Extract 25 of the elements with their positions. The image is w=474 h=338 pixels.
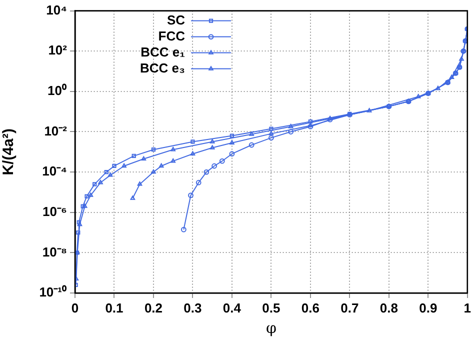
x-tick-label: 0.8 <box>380 300 398 316</box>
x-axis-title: φ <box>266 318 276 337</box>
x-tick-label: 0.2 <box>144 300 163 316</box>
x-tick-label: 1 <box>464 300 471 316</box>
legend-label: SC <box>166 12 186 28</box>
legend-label: BCC e₃ <box>140 60 185 76</box>
x-tick-label: 0.4 <box>222 300 242 316</box>
legend-label: BCC e₁ <box>140 44 185 60</box>
y-tick-label: 10⁻⁸ <box>42 244 67 260</box>
x-tick-label: 0.3 <box>184 300 202 316</box>
y-tick-label: 10² <box>48 42 68 58</box>
y-axis-title: K/(4a²) <box>0 128 18 176</box>
x-tick-label: 0.6 <box>301 300 320 316</box>
x-tick-label: 0.1 <box>105 300 124 316</box>
y-tick-label: 10⁻⁶ <box>42 204 68 219</box>
y-tick-label: 10⁴ <box>46 2 67 18</box>
x-tick-label: 0 <box>71 300 79 316</box>
x-tick-label: 0.5 <box>262 300 280 316</box>
x-tick-label: 0.9 <box>419 300 438 316</box>
y-tick-label: 10⁰ <box>48 83 67 98</box>
x-tick-label: 0.7 <box>340 300 359 316</box>
legend-label: FCC <box>158 28 186 44</box>
y-tick-label: 10⁻¹⁰ <box>39 284 67 300</box>
y-tick-label: 10⁻⁴ <box>42 164 67 179</box>
y-tick-label: 10⁻² <box>44 123 68 138</box>
